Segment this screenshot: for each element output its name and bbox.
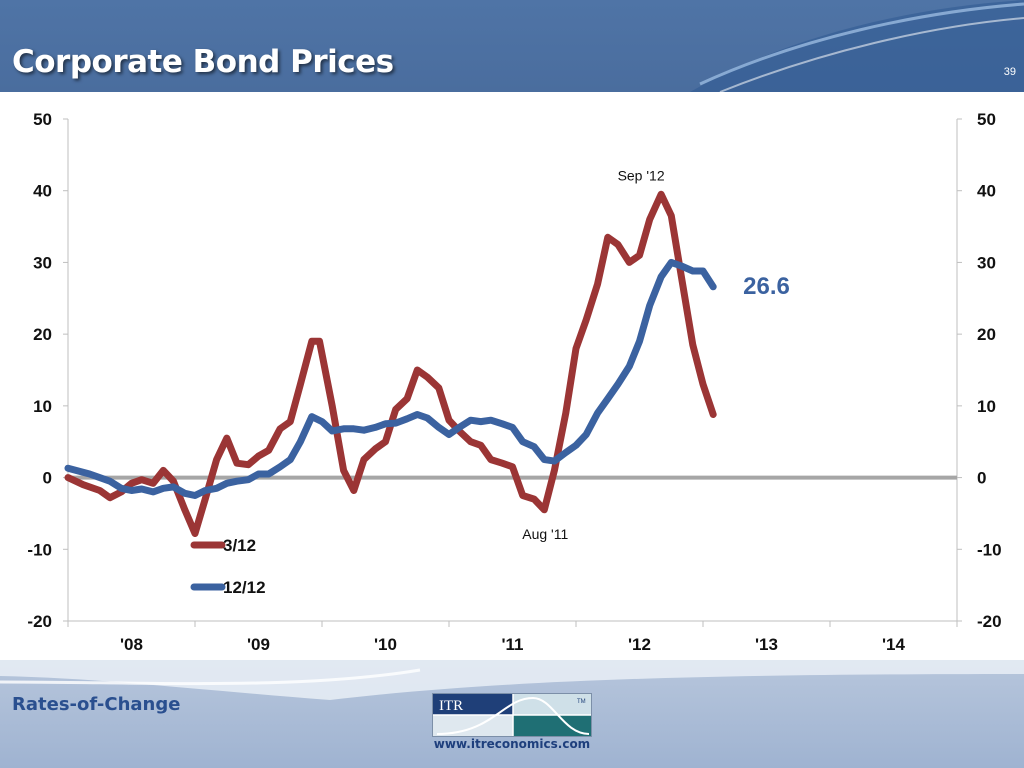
- chart-series: [64, 190, 717, 537]
- x-tick-label: '10: [374, 635, 397, 654]
- series-line-3-12: [64, 190, 717, 537]
- logo-tm: TM: [577, 699, 586, 705]
- y-tick-label-right: 50: [977, 110, 996, 129]
- header-bar: Corporate Bond Prices 39: [0, 0, 1024, 92]
- y-tick-label-left: 40: [33, 182, 52, 201]
- series-line-12-12: [64, 258, 717, 499]
- footer-section-label: Rates-of-Change: [12, 694, 181, 715]
- y-tick-label-right: 30: [977, 253, 996, 272]
- slide-number: 39: [1003, 66, 1016, 78]
- x-tick-label: '08: [120, 635, 143, 654]
- legend-label: 3/12: [223, 536, 256, 555]
- chart-axes: [67, 119, 958, 622]
- footer-swoosh-decoration: [0, 660, 1024, 700]
- page-title: Corporate Bond Prices: [12, 44, 394, 80]
- y-tick-label-right: 20: [977, 325, 996, 344]
- y-tick-label-left: 50: [33, 110, 52, 129]
- annotation-trough: Aug '11: [522, 526, 568, 542]
- legend-label: 12/12: [223, 578, 266, 597]
- line-chart: 50 50 40 40 30 30 20 20 10 10 0 0 -10 -10 -20 -20 '08 '09…: [27, 110, 1001, 654]
- chart-ticks: 50 50 40 40 30 30 20 20 10 10 0 0 -10 -10 -20 -20 '08 '09…: [27, 110, 1001, 654]
- footer-url-link[interactable]: www.itreconomics.com: [433, 737, 591, 751]
- itr-logo-graphic: ITR TM: [433, 694, 591, 736]
- itr-logo[interactable]: ITR TM: [432, 693, 592, 737]
- x-tick-label: '09: [247, 635, 270, 654]
- x-tick-label: '11: [501, 635, 523, 654]
- x-tick-label: '14: [882, 635, 905, 654]
- x-tick-label: '13: [755, 635, 778, 654]
- chart-legend: 3/12 12/12: [190, 536, 266, 597]
- x-tick-label: '12: [628, 635, 651, 654]
- y-tick-label-left: 20: [33, 325, 52, 344]
- header-swoosh-decoration: [690, 0, 1024, 92]
- chart-annotations: Sep '12 Aug '11 26.6: [522, 167, 790, 542]
- y-tick-label-right: -10: [977, 540, 1002, 559]
- chart-area: 50 50 40 40 30 30 20 20 10 10 0 0 -10 -10 -20 -20 '08 '09…: [0, 92, 1024, 660]
- y-tick-label-right: 40: [977, 182, 996, 201]
- y-tick-label-left: -20: [27, 612, 52, 631]
- y-tick-label-left: 30: [33, 253, 52, 272]
- annotation-peak: Sep '12: [618, 167, 665, 183]
- footer-bar: Rates-of-Change ITR TM www.itreconomics.…: [0, 660, 1024, 768]
- y-tick-label-right: 10: [977, 397, 996, 416]
- logo-text: ITR: [439, 698, 463, 714]
- y-tick-label-left: 10: [33, 397, 52, 416]
- y-tick-label-left: 0: [43, 469, 52, 488]
- y-tick-label-left: -10: [27, 540, 52, 559]
- y-tick-label-right: -20: [977, 612, 1002, 631]
- last-value-callout: 26.6: [743, 273, 790, 300]
- y-tick-label-right: 0: [977, 469, 986, 488]
